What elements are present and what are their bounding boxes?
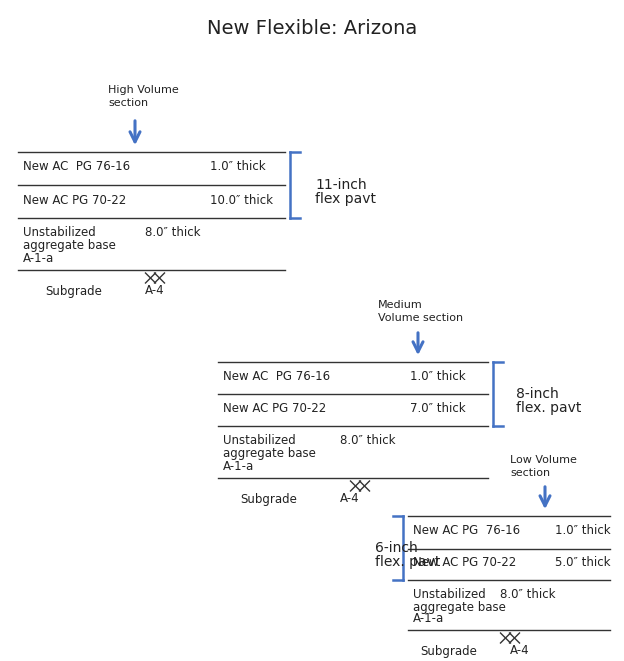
Text: 11-inch: 11-inch [315,178,367,192]
Text: Subgrade: Subgrade [45,284,102,297]
Text: section: section [108,98,148,108]
Text: A-4: A-4 [510,644,530,658]
Text: flex. pavt: flex. pavt [516,401,582,415]
Text: New AC PG  76-16: New AC PG 76-16 [413,524,520,537]
Text: 1.0″ thick: 1.0″ thick [210,161,266,173]
Text: 1.0″ thick: 1.0″ thick [555,524,611,537]
Text: aggregate base: aggregate base [413,600,506,613]
Text: aggregate base: aggregate base [223,446,316,459]
Text: Unstabilized: Unstabilized [413,588,485,600]
Text: 8.0″ thick: 8.0″ thick [500,588,555,600]
Text: High Volume: High Volume [108,85,178,95]
Text: Low Volume: Low Volume [510,455,577,465]
Text: Unstabilized: Unstabilized [223,434,296,446]
Text: New Flexible: Arizona: New Flexible: Arizona [207,19,417,38]
Text: A-4: A-4 [145,284,165,297]
Text: New AC PG 70-22: New AC PG 70-22 [23,194,126,206]
Text: 8.0″ thick: 8.0″ thick [145,225,200,239]
Text: section: section [510,468,550,478]
Text: A-1-a: A-1-a [413,613,444,625]
Text: Medium: Medium [378,300,422,310]
Text: New AC  PG 76-16: New AC PG 76-16 [223,371,330,383]
Text: A-1-a: A-1-a [223,459,254,473]
Text: Subgrade: Subgrade [420,644,477,658]
Text: A-4: A-4 [340,492,359,506]
Text: Volume section: Volume section [378,313,463,323]
Text: 7.0″ thick: 7.0″ thick [410,401,466,414]
Text: 5.0″ thick: 5.0″ thick [555,557,610,570]
Text: 10.0″ thick: 10.0″ thick [210,194,273,206]
Text: 1.0″ thick: 1.0″ thick [410,371,466,383]
Text: Subgrade: Subgrade [240,492,297,506]
Text: A-1-a: A-1-a [23,253,54,266]
Text: flex pavt: flex pavt [315,192,376,206]
Text: New AC  PG 76-16: New AC PG 76-16 [23,161,130,173]
Text: aggregate base: aggregate base [23,239,116,253]
Text: 8.0″ thick: 8.0″ thick [340,434,396,446]
Text: New AC PG 70-22: New AC PG 70-22 [413,557,516,570]
Text: 8-inch: 8-inch [516,387,558,401]
Text: flex. pavt: flex. pavt [375,555,441,569]
Text: 6-inch: 6-inch [375,541,417,555]
Text: New AC PG 70-22: New AC PG 70-22 [223,401,326,414]
Text: Unstabilized: Unstabilized [23,225,95,239]
